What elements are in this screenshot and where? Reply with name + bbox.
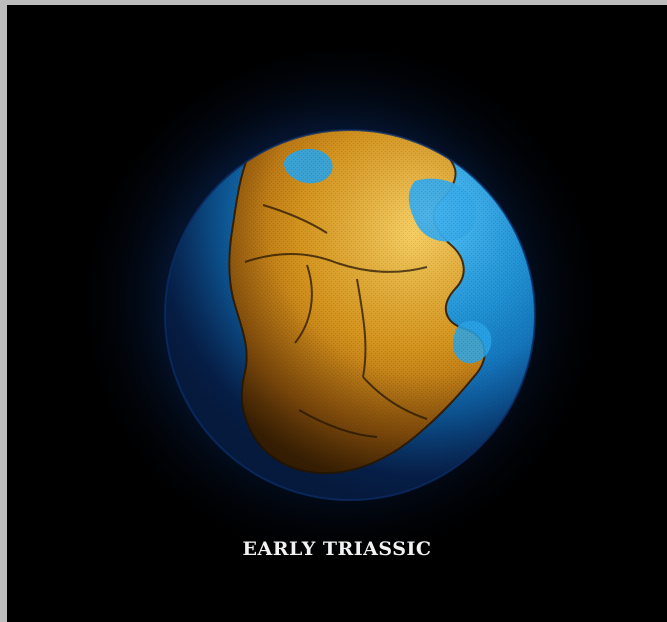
dither [165, 130, 535, 500]
globe-icon [164, 129, 536, 501]
globe-scene [7, 5, 667, 622]
caption-text: EARLY TRIASSIC [242, 538, 432, 560]
globe-rim [164, 129, 536, 501]
